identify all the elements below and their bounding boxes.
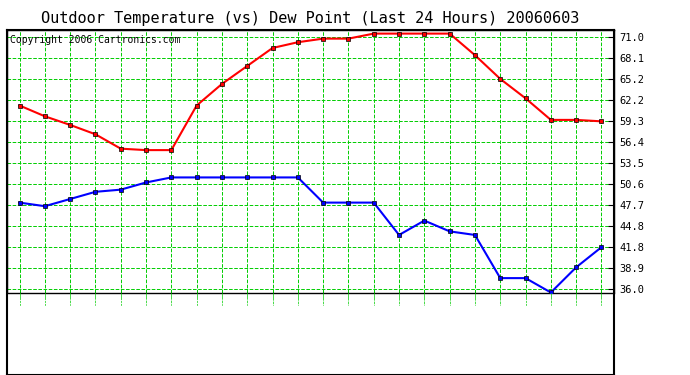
- Text: 19:00: 19:00: [495, 297, 505, 328]
- Text: 11:00: 11:00: [293, 297, 303, 328]
- Text: 06:00: 06:00: [166, 297, 177, 328]
- Text: 07:00: 07:00: [192, 297, 201, 328]
- Text: 01:00: 01:00: [40, 297, 50, 328]
- Text: 12:00: 12:00: [318, 297, 328, 328]
- Text: 14:00: 14:00: [368, 297, 379, 328]
- Text: 05:00: 05:00: [141, 297, 151, 328]
- Text: 23:00: 23:00: [596, 297, 607, 328]
- Text: Outdoor Temperature (vs) Dew Point (Last 24 Hours) 20060603: Outdoor Temperature (vs) Dew Point (Last…: [41, 11, 580, 26]
- Text: 17:00: 17:00: [444, 297, 455, 328]
- Text: Copyright 2006 Cartronics.com: Copyright 2006 Cartronics.com: [10, 35, 180, 45]
- Text: 15:00: 15:00: [394, 297, 404, 328]
- Text: 00:00: 00:00: [14, 297, 25, 328]
- Text: 21:00: 21:00: [546, 297, 556, 328]
- Text: 03:00: 03:00: [90, 297, 101, 328]
- Text: 20:00: 20:00: [520, 297, 531, 328]
- Text: 13:00: 13:00: [344, 297, 353, 328]
- Text: 02:00: 02:00: [65, 297, 75, 328]
- Text: 04:00: 04:00: [116, 297, 126, 328]
- Text: 09:00: 09:00: [242, 297, 253, 328]
- Text: 18:00: 18:00: [470, 297, 480, 328]
- Text: 16:00: 16:00: [420, 297, 429, 328]
- Text: 22:00: 22:00: [571, 297, 581, 328]
- Text: 10:00: 10:00: [268, 297, 277, 328]
- Text: 08:00: 08:00: [217, 297, 227, 328]
